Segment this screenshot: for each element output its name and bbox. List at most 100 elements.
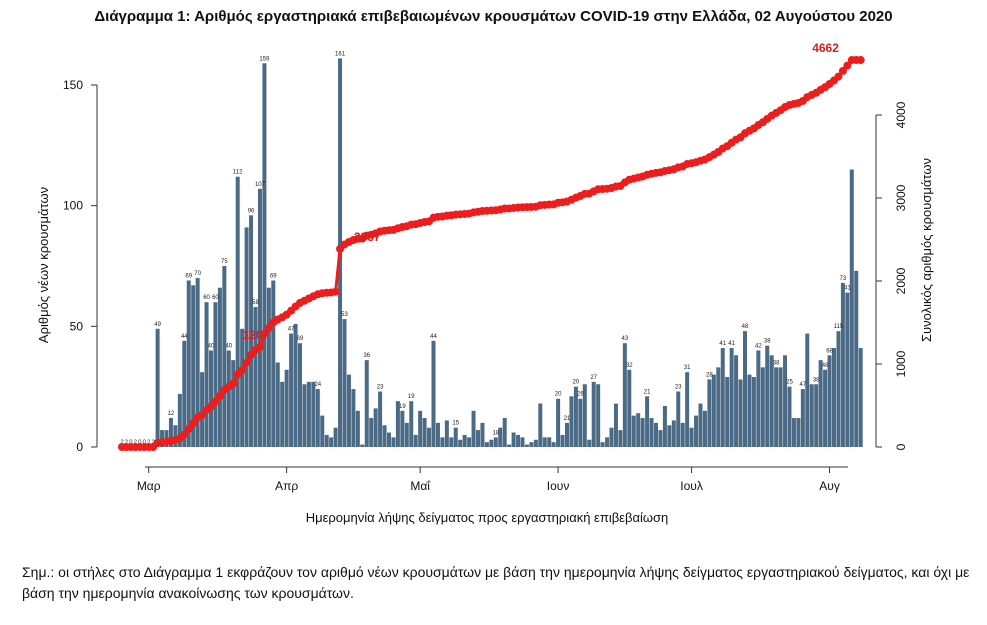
bar-label: 38 [764, 339, 771, 345]
bar [573, 386, 578, 447]
bar [346, 374, 351, 447]
y-tick-label: 100 [63, 199, 83, 213]
bar [743, 331, 747, 447]
bar [253, 307, 258, 447]
cumulative-point [242, 358, 251, 367]
bar [489, 439, 494, 447]
x-axis-label: Ημερομηνία λήψης δείγματος προς εργαστηρ… [306, 510, 669, 525]
bar-label: 69 [185, 273, 192, 279]
bar [462, 434, 467, 447]
left-ticks: 0 50 100 150 [63, 78, 97, 454]
bar [476, 430, 480, 447]
x-tick-label: Ιουν [547, 479, 570, 493]
bar [498, 427, 503, 447]
bar-label: 2 [147, 440, 151, 446]
bar [791, 418, 796, 447]
bar [658, 430, 663, 447]
cumulative-point [238, 366, 247, 375]
bar-label: 96 [248, 208, 255, 214]
bar [302, 384, 307, 447]
bar [177, 393, 182, 447]
bar [676, 391, 681, 447]
bar [769, 355, 774, 447]
bar [569, 396, 574, 447]
bar [298, 343, 302, 447]
bar [329, 437, 334, 447]
bar-label: 19 [408, 394, 415, 400]
bar [778, 367, 783, 447]
bar-label: 40 [208, 343, 215, 349]
bar-label: 47 [288, 327, 295, 333]
cumulative-label: 4662 [812, 41, 839, 55]
bar [453, 427, 458, 447]
y2-tick-label: 0 [894, 443, 908, 450]
bar [320, 415, 325, 447]
bar [435, 422, 440, 447]
bar [760, 367, 765, 447]
bar [774, 367, 779, 447]
bar [191, 285, 196, 447]
y-tick-label: 150 [63, 78, 83, 92]
bar-label: 20 [573, 380, 580, 386]
x-tick-label: Απρ [275, 479, 298, 493]
bar [195, 278, 200, 447]
bar-label: 69 [270, 273, 277, 279]
bar [827, 355, 832, 447]
bar [832, 348, 836, 447]
bar [480, 422, 485, 447]
bar [360, 444, 365, 447]
bar [711, 374, 716, 447]
bar [529, 442, 534, 447]
bar-label: 2 [151, 440, 155, 446]
bar [858, 348, 863, 447]
bar-label: 70 [194, 271, 201, 277]
bar [849, 169, 854, 447]
bar [431, 340, 436, 447]
bar-label: 2 [125, 440, 129, 446]
bar [556, 398, 561, 447]
bar-label: 58 [252, 300, 259, 306]
bar [427, 427, 432, 447]
bar [613, 403, 618, 447]
bar-label: 15 [452, 421, 459, 427]
cumulative-point [189, 419, 198, 428]
bar [284, 369, 289, 447]
bar-label: 41 [719, 341, 726, 347]
bar-label: 38 [813, 377, 820, 383]
bar [440, 437, 445, 447]
bar [565, 422, 569, 447]
bar [533, 439, 538, 447]
bar-label: 27 [590, 375, 597, 381]
bar [342, 319, 347, 447]
bar [382, 425, 387, 447]
bar-label: 159 [259, 56, 270, 62]
bar [422, 418, 427, 447]
bar [369, 418, 374, 447]
cumulative-point [215, 392, 224, 401]
bar [765, 345, 770, 447]
bar [249, 215, 254, 447]
bar [231, 360, 236, 447]
bar [391, 437, 396, 447]
y2-tick-label: 4000 [894, 101, 908, 128]
bar [729, 348, 734, 447]
bar [627, 369, 632, 447]
bar [306, 381, 311, 447]
bar [542, 437, 547, 447]
bar [364, 360, 369, 447]
bar [622, 343, 627, 447]
cumulative-labels: 1207 2387 4662 [243, 41, 840, 342]
bar [222, 266, 227, 447]
bar-label: 69 [297, 336, 304, 342]
bar [418, 410, 423, 447]
bar [387, 432, 391, 447]
bar [524, 444, 529, 447]
bar [609, 427, 614, 447]
bar [645, 396, 650, 447]
bar-label: 23 [675, 384, 682, 390]
bar [800, 389, 805, 447]
bar [262, 63, 267, 447]
bar-label: 28 [706, 372, 713, 378]
bar [240, 328, 245, 447]
bar [809, 384, 814, 447]
